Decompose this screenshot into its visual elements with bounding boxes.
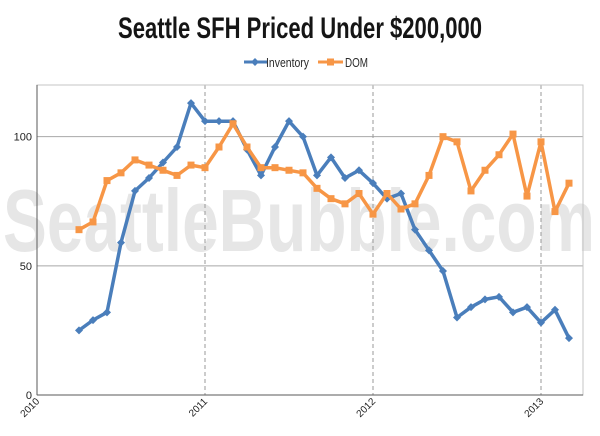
y-tick-label: 0	[26, 390, 32, 402]
gridlines	[37, 85, 583, 395]
data-point	[355, 190, 363, 197]
data-point	[369, 179, 377, 188]
legend-item-inventory: Inventory	[244, 55, 309, 70]
y-tick-label: 100	[14, 132, 32, 144]
data-point	[481, 166, 489, 174]
data-point	[397, 205, 405, 213]
data-point	[103, 177, 111, 185]
series-dom	[75, 120, 573, 234]
legend-label-inventory: Inventory	[266, 55, 309, 70]
data-point	[327, 153, 335, 162]
data-point	[439, 267, 447, 275]
data-point	[285, 117, 293, 126]
data-point	[173, 143, 181, 151]
data-point	[229, 120, 237, 128]
data-point	[145, 174, 153, 182]
data-point	[341, 200, 349, 208]
data-point	[89, 218, 97, 226]
data-point	[523, 303, 531, 312]
data-point	[467, 187, 475, 195]
data-point	[173, 171, 181, 179]
data-point	[481, 295, 489, 304]
data-point	[159, 158, 167, 167]
data-point	[523, 192, 531, 200]
data-point	[285, 166, 293, 174]
data-point	[495, 292, 503, 301]
axes	[36, 84, 584, 396]
data-point	[327, 195, 335, 203]
watermark: SeattleBubble.com	[3, 171, 595, 270]
data-point	[271, 143, 279, 151]
data-point	[425, 246, 433, 255]
data-point	[383, 190, 391, 197]
legend-item-dom: DOM	[318, 55, 368, 70]
data-point	[215, 143, 223, 151]
data-point	[453, 138, 461, 146]
chart-title: Seattle SFH Priced Under $200,000	[118, 12, 482, 45]
data-point	[299, 169, 307, 177]
data-point	[453, 313, 461, 322]
data-point	[215, 117, 223, 126]
data-point	[355, 166, 363, 175]
data-point	[103, 308, 111, 317]
data-point	[411, 200, 419, 208]
data-point	[271, 164, 279, 172]
data-point	[131, 186, 139, 195]
data-point	[509, 308, 517, 317]
data-point	[187, 99, 195, 108]
data-point	[537, 138, 545, 146]
data-point	[75, 326, 83, 335]
legend-label-dom: DOM	[345, 55, 368, 70]
y-tick-label: 50	[20, 261, 32, 273]
data-point	[565, 179, 573, 187]
data-point	[495, 151, 503, 159]
data-point	[201, 117, 209, 126]
data-point	[537, 318, 545, 327]
legend-square-marker	[327, 58, 334, 66]
data-point	[467, 303, 475, 312]
data-point	[159, 166, 167, 174]
data-point	[257, 171, 265, 180]
data-point	[201, 164, 209, 172]
data-point	[131, 156, 139, 164]
data-point	[75, 226, 83, 234]
data-point	[397, 189, 405, 198]
data-point	[145, 161, 153, 169]
data-point	[439, 133, 447, 141]
series-layer	[75, 99, 573, 343]
series-inventory	[75, 99, 573, 343]
data-point	[257, 164, 265, 172]
data-point	[425, 171, 433, 179]
data-point	[509, 130, 517, 138]
data-point	[243, 143, 251, 151]
data-point	[187, 161, 195, 169]
data-point	[341, 174, 349, 182]
data-point	[369, 210, 377, 218]
data-point	[313, 171, 321, 180]
data-point	[565, 334, 573, 343]
data-point	[89, 316, 97, 325]
legend-diamond-marker	[251, 58, 259, 66]
data-point	[313, 184, 321, 192]
legend: Inventory DOM	[244, 55, 368, 70]
data-point	[117, 169, 125, 177]
data-point	[551, 208, 559, 216]
data-point	[299, 132, 307, 141]
data-point	[411, 225, 419, 234]
data-point	[117, 238, 125, 247]
data-point	[551, 305, 559, 314]
